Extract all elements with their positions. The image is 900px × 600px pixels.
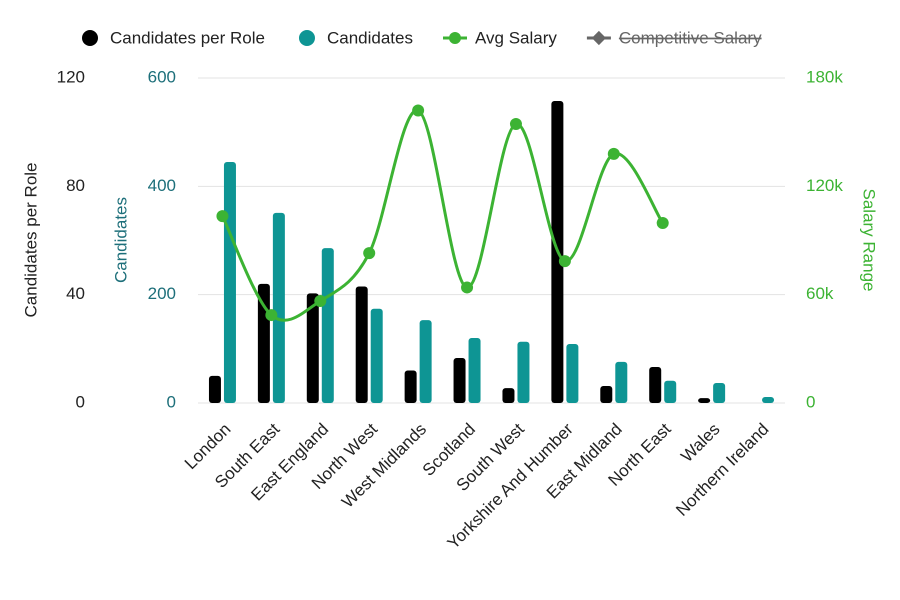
line-point [265,309,278,322]
x-tick-label: Wales [677,420,723,466]
bar [713,382,726,403]
bar [223,161,236,403]
tick-label: 120k [806,176,843,195]
bar [698,398,711,403]
line-point [216,210,229,223]
legend-marker [591,30,606,46]
x-tick-label: Northern Ireland [672,420,772,520]
legend-marker [82,30,98,46]
line-point [461,281,474,294]
bar [404,370,417,403]
bar [272,212,285,403]
bar [649,366,662,403]
tick-label: 400 [148,176,176,195]
bar [517,341,530,403]
line-point [656,216,669,229]
legend-item: Candidates [298,28,413,47]
legend-item: Candidates per Role [82,28,265,47]
legend-label: Avg Salary [475,28,557,47]
line-point [558,255,571,268]
bar [502,388,515,403]
line-point [509,118,522,131]
x-tick-label: West Midlands [338,420,430,512]
y3-axis-title: Salary Range [860,188,879,291]
line-point [314,294,327,307]
tick-label: 0 [806,392,815,411]
bar [419,320,432,403]
tick-label: 120 [57,67,85,86]
bar [600,385,613,403]
legend-label: Competitive Salary [619,28,762,47]
bar [355,286,368,403]
legend-marker [449,32,461,44]
bar [566,343,579,403]
tick-label: 180k [806,67,843,86]
tick-label: 40 [66,284,85,303]
bar [370,308,383,403]
legend-item: Avg Salary [443,28,557,47]
tick-label: 200 [148,284,176,303]
line [221,109,664,322]
tick-label: 0 [76,392,85,411]
tick-label: 0 [167,392,176,411]
legend-item: Competitive Salary [586,28,762,47]
y2-axis-title: Candidates [111,197,130,283]
legend-label: Candidates per Role [110,28,265,47]
bar [208,375,221,403]
tick-label: 600 [148,67,176,86]
bar [453,358,466,403]
bar [306,293,319,403]
bar [762,397,775,403]
bar [321,248,334,403]
line-point [363,247,376,260]
tick-label: 60k [806,284,834,303]
legend-marker [298,30,315,46]
legend-label: Candidates [327,28,413,47]
bar [615,361,628,403]
bar [468,338,481,403]
tick-label: 80 [66,176,85,195]
line-point [412,104,425,117]
line-point [607,147,620,160]
bar [664,380,677,403]
y-axis-title: Candidates per Role [21,163,40,318]
